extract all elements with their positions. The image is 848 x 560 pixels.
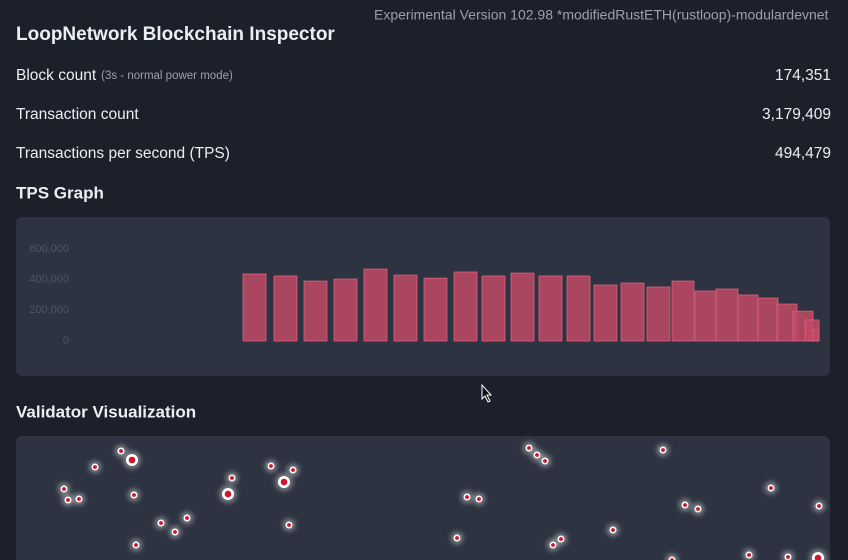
validator-core: [173, 530, 177, 534]
bar: [566, 275, 591, 342]
validator-core: [543, 459, 547, 463]
validator-core: [134, 543, 138, 547]
validator-core: [559, 537, 563, 541]
validator-core: [280, 478, 288, 486]
stat-value: 494,479: [775, 145, 831, 162]
validator-core: [611, 528, 615, 532]
validator-core: [551, 543, 555, 547]
validator-core: [661, 448, 665, 452]
validator-core: [747, 553, 751, 557]
validator-core: [527, 446, 531, 450]
validator-core: [814, 554, 822, 560]
validator-core: [159, 521, 163, 525]
bar: [303, 280, 328, 342]
validator-core: [683, 503, 687, 507]
bar: [671, 280, 695, 342]
bar: [393, 274, 418, 342]
bar: [593, 284, 618, 342]
validator-core: [535, 453, 539, 457]
validator-panel: [16, 436, 830, 560]
bar: [333, 278, 358, 342]
validator-core: [465, 495, 469, 499]
validator-core: [287, 523, 291, 527]
bar: [481, 275, 506, 342]
validator-core: [291, 468, 295, 472]
validator-core: [93, 465, 97, 469]
app-title: LoopNetwork Blockchain Inspector: [16, 24, 335, 45]
validator-core: [62, 487, 66, 491]
validator-core: [119, 449, 123, 453]
stat-note: (3s - normal power mode): [101, 70, 233, 82]
bar: [273, 275, 298, 342]
section-title: Validator Visualization: [16, 402, 196, 421]
bar: [423, 277, 448, 342]
validator-core: [696, 507, 700, 511]
validator-core: [128, 456, 136, 464]
y-tick-label: 0: [63, 335, 69, 347]
mouse-cursor: [481, 383, 493, 403]
validator-core: [66, 498, 70, 502]
bar: [363, 268, 388, 342]
stat-value: 3,179,409: [762, 106, 831, 123]
bar: [737, 294, 759, 342]
bar: [694, 290, 717, 342]
validator-core: [786, 555, 790, 559]
bar: [620, 282, 645, 342]
bar: [242, 273, 267, 342]
stat-label: Transactions per second (TPS): [16, 145, 230, 162]
validator-core: [477, 497, 481, 501]
validator-dots: [57, 441, 827, 560]
validator-core: [77, 497, 81, 501]
validator-core: [817, 504, 821, 508]
stat-value: 174,351: [775, 67, 831, 84]
bar: [538, 275, 563, 342]
stat-label-text: Block count: [16, 67, 97, 84]
bar: [453, 271, 478, 342]
stat-label: Block count (3s - normal power mode): [16, 67, 233, 84]
validator-core: [185, 516, 189, 520]
y-tick-label: 600,000: [29, 243, 69, 255]
validator-core: [769, 486, 773, 490]
section-title: TPS Graph: [16, 183, 104, 202]
stat-label: Transaction count: [16, 106, 139, 123]
validator-core: [455, 536, 459, 540]
version-label: Experimental Version 102.98 *modifiedRus…: [374, 7, 829, 23]
y-tick-label: 200,000: [29, 304, 69, 316]
bar: [757, 297, 779, 342]
bar: [510, 272, 535, 342]
tps-chart: 0 200,000 400,000 600,000: [29, 243, 820, 347]
validator-core: [269, 464, 273, 468]
validator-core: [224, 490, 232, 498]
validator-core: [132, 493, 136, 497]
bar: [812, 329, 820, 342]
y-tick-label: 400,000: [29, 274, 69, 286]
validator-core: [230, 476, 234, 480]
bar: [715, 288, 739, 342]
bar: [646, 286, 671, 342]
